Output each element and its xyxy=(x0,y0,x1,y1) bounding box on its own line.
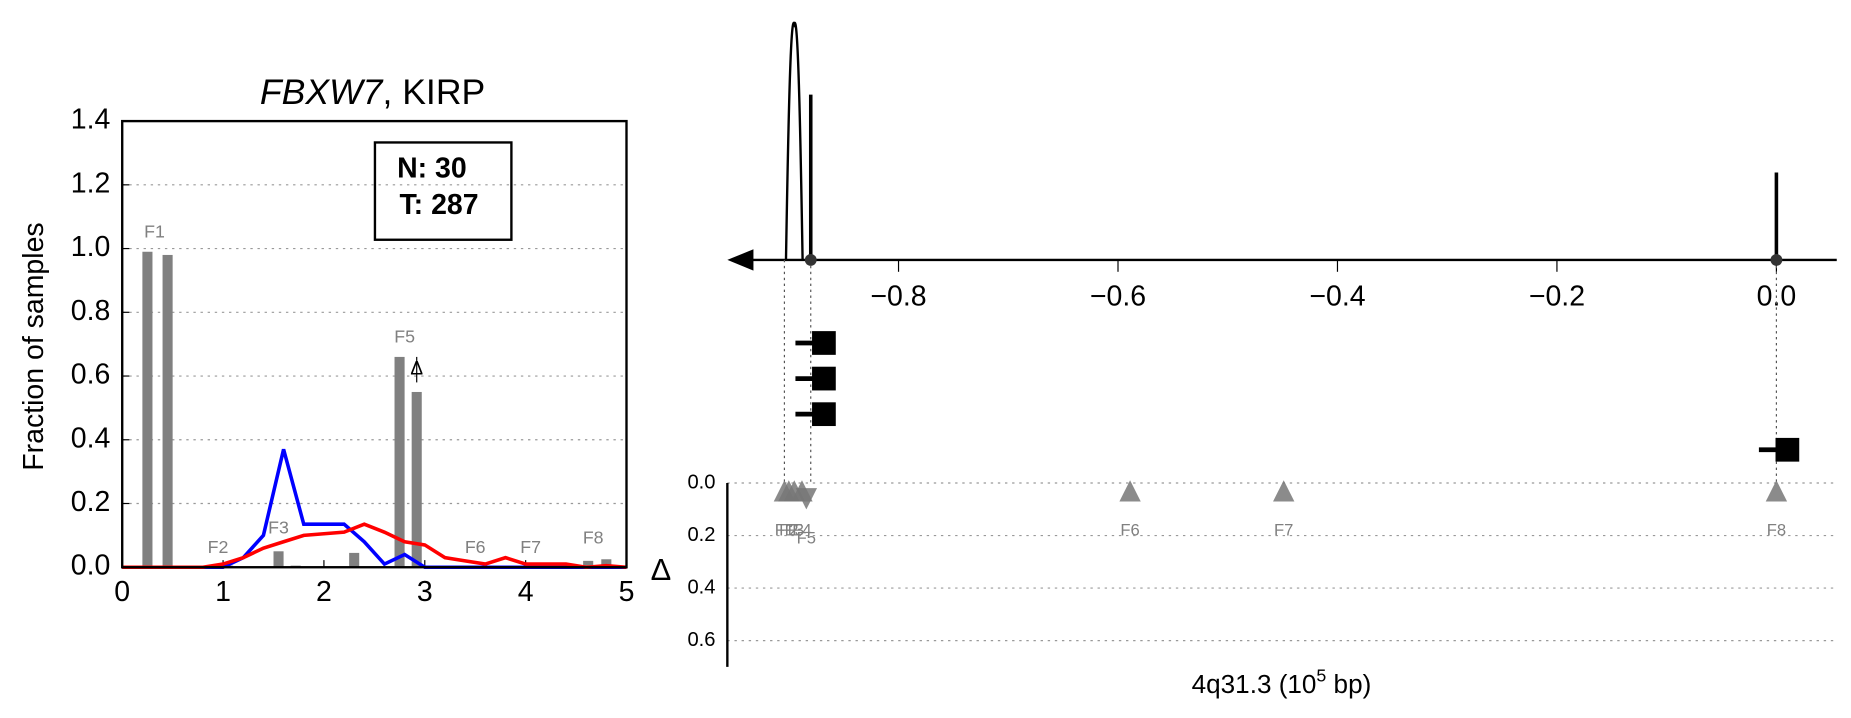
feature-label: F6 xyxy=(1120,521,1139,540)
x-tick-label: 2 xyxy=(316,576,332,608)
delta-triangle xyxy=(1119,480,1141,502)
peak xyxy=(784,21,804,260)
feature-label: F1 xyxy=(144,221,165,241)
x-tick-label: 3 xyxy=(417,576,433,608)
delta-triangle xyxy=(795,488,818,510)
feature-label: F7 xyxy=(1274,521,1293,540)
square xyxy=(1775,437,1800,462)
x-tick-label: 1 xyxy=(215,576,231,608)
y-tick-label: 0.6 xyxy=(687,629,715,651)
y-tick-label: 0.0 xyxy=(71,550,111,582)
title-gene: FBXW7 xyxy=(260,72,384,112)
feature-label: F5 xyxy=(394,326,415,346)
y-tick-label: 1.4 xyxy=(71,104,111,136)
x-tick-label: 0 xyxy=(114,576,130,608)
bar xyxy=(583,560,594,568)
feature-label: F7 xyxy=(520,537,541,557)
y-tick-label: 1.2 xyxy=(71,167,111,199)
feature-label: F3 xyxy=(785,521,804,540)
counts-box xyxy=(373,141,513,241)
x-axis-label: 4q31.3 (105 bp) xyxy=(1192,665,1372,699)
y-tick-label: 0.2 xyxy=(687,524,715,546)
x-tick-label: 5 xyxy=(619,576,635,608)
y-tick-label: 0.4 xyxy=(71,422,111,454)
feature-label: F6 xyxy=(465,537,486,557)
xlabel-part: bp) xyxy=(1326,669,1371,699)
xlabel-part: 4q31.3 (10 xyxy=(1192,669,1317,699)
delta-marker: Δ xyxy=(410,359,423,380)
feature-label: F8 xyxy=(583,527,604,547)
y-tick-label: 0.6 xyxy=(71,359,111,391)
feature-label: F1 xyxy=(775,521,794,540)
feature-label: F2 xyxy=(779,521,798,540)
delta-triangle xyxy=(1273,480,1295,502)
bar xyxy=(601,559,612,568)
x-tick-label: −0.2 xyxy=(1529,280,1585,312)
x-tick-label: −0.4 xyxy=(1309,280,1365,312)
x-tick-label: −0.8 xyxy=(870,280,926,312)
feature-label: F3 xyxy=(268,518,289,538)
x-tick-label: 4 xyxy=(518,576,534,608)
chart-title: FBXW7, KIRP xyxy=(260,72,485,112)
xlabel-sup: 5 xyxy=(1316,665,1326,685)
y-tick-label: 1.0 xyxy=(71,231,111,263)
line-series xyxy=(122,522,627,570)
square xyxy=(812,402,836,427)
gene-dot xyxy=(1770,253,1783,266)
bar xyxy=(162,254,173,568)
feature-label: F2 xyxy=(208,537,229,557)
axis-arrow xyxy=(727,249,754,271)
feature-label: F8 xyxy=(1767,521,1786,540)
bar xyxy=(349,552,360,568)
bar xyxy=(273,551,284,568)
feature-label: F4 xyxy=(792,521,811,540)
plot-frame xyxy=(121,119,628,569)
title-rest: , KIRP xyxy=(382,72,485,112)
x-tick-label: −0.6 xyxy=(1090,280,1146,312)
feature-label: F5 xyxy=(797,528,816,547)
bar xyxy=(142,251,153,568)
bar xyxy=(411,391,422,568)
y-tick-label: 0.2 xyxy=(71,486,111,518)
y-tick-label: 0.0 xyxy=(687,471,715,493)
delta-triangle xyxy=(1765,480,1788,502)
y-tick-label: 0.4 xyxy=(687,576,715,598)
line-series xyxy=(122,448,627,570)
gene-dot xyxy=(804,253,817,266)
y-axis-label: Fraction of samples xyxy=(18,222,50,470)
delta-axis-label: Δ xyxy=(651,552,672,587)
count-n: N: 30 xyxy=(397,152,467,184)
count-t: T: 287 xyxy=(399,189,478,221)
square xyxy=(812,366,836,391)
y-tick-label: 0.8 xyxy=(71,295,111,327)
square xyxy=(812,331,836,355)
bar xyxy=(394,356,405,568)
